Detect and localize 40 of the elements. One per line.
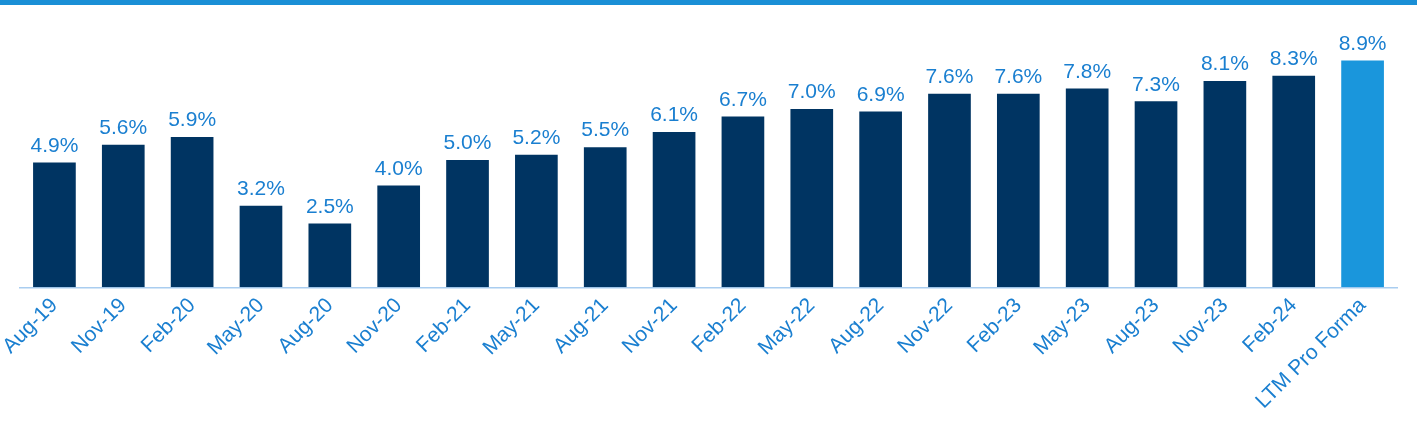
bar [721, 116, 765, 288]
data-label: 5.2% [512, 125, 561, 149]
bar [790, 108, 834, 288]
bar [515, 154, 558, 288]
bar [583, 147, 627, 288]
bar [1065, 88, 1109, 288]
bar [996, 93, 1040, 288]
bar [239, 205, 283, 288]
data-label: 6.7% [718, 86, 767, 110]
bar [652, 131, 696, 288]
bar [170, 136, 214, 288]
data-label: 5.9% [168, 107, 217, 131]
data-label: 4.0% [374, 155, 423, 179]
data-label: 5.6% [99, 114, 148, 138]
bar [33, 162, 76, 288]
bar [1134, 101, 1178, 288]
data-label: 5.0% [443, 130, 492, 154]
data-label: 6.9% [856, 81, 905, 105]
data-label: 8.3% [1269, 46, 1318, 70]
data-label: 7.3% [1132, 71, 1180, 95]
data-label: 7.8% [1063, 58, 1112, 82]
bar [1341, 60, 1384, 288]
bar [859, 111, 902, 288]
data-label: 5.5% [581, 117, 630, 141]
data-label: 4.9% [30, 132, 79, 156]
data-label: 7.6% [994, 63, 1043, 87]
data-label: 7.6% [925, 63, 974, 87]
bar [928, 93, 971, 288]
data-label: 8.9% [1338, 30, 1387, 54]
data-label: 7.0% [787, 79, 836, 103]
data-label: 2.5% [305, 193, 354, 217]
data-label: 3.2% [237, 176, 285, 200]
bar [446, 159, 489, 288]
data-label: 8.1% [1200, 51, 1249, 75]
bar [101, 144, 145, 288]
bar [1203, 80, 1247, 288]
bar [377, 185, 421, 288]
bar [1272, 75, 1316, 288]
bar [308, 223, 352, 288]
data-label: 6.1% [650, 102, 699, 126]
